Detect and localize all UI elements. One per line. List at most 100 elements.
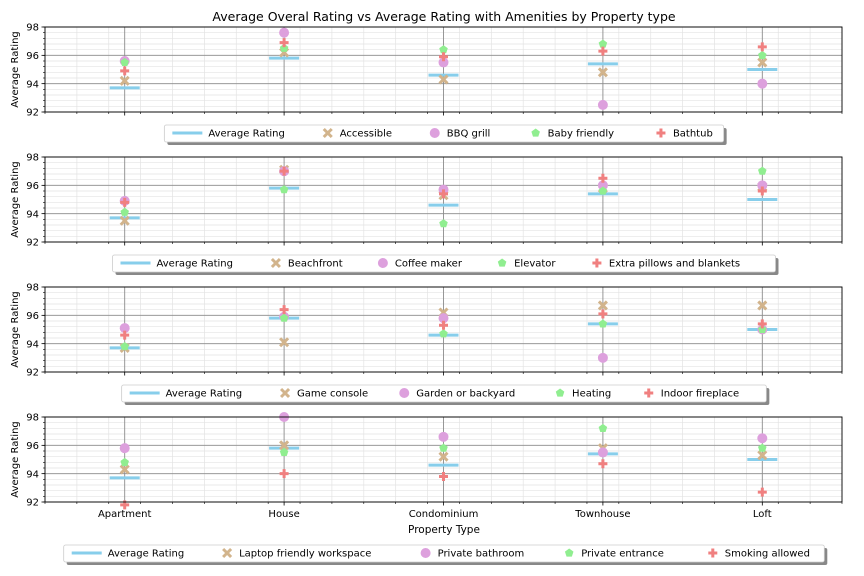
legend-box: [163, 124, 725, 143]
data-point: [120, 330, 130, 340]
legend-item: Heating: [555, 388, 611, 400]
panel-1: 92 94 96 98 Average Rating Average Rating Acce…: [10, 23, 843, 145]
panels-group: 92 94 96 98 Average Rating Average Rating Acce…: [10, 23, 843, 565]
data-point-shape: [438, 74, 449, 85]
panel-2: 92 94 96 98 Average Rating Average Rating Beac…: [10, 153, 843, 275]
legend-box: [63, 544, 825, 563]
data-point: [119, 75, 130, 86]
data-point-shape: [597, 300, 608, 311]
legend-item: Indoor fireplace: [644, 388, 739, 400]
data-point: [757, 42, 767, 52]
legend-label: Private bathroom: [438, 549, 525, 560]
legend-swatch: [564, 548, 574, 557]
legend-item: Beachfront: [270, 257, 343, 270]
legend-item: Extra pillows and blankets: [592, 258, 740, 270]
series-bathtub: [120, 38, 767, 76]
legend-swatch: [531, 128, 540, 137]
data-point: [120, 457, 129, 466]
data-point: [279, 305, 289, 315]
data-point-shape: [279, 337, 290, 348]
data-point: [597, 352, 608, 363]
legend-item: Game console: [279, 387, 368, 400]
data-point: [757, 186, 767, 196]
y-tick-label: 94: [26, 339, 39, 350]
legend-item: Average Rating: [172, 129, 285, 140]
y-axis-title: Average Rating: [10, 161, 21, 237]
legend-item: Private entrance: [564, 548, 664, 560]
data-point: [757, 450, 768, 461]
legend-swatch: [279, 387, 291, 399]
data-point: [119, 323, 130, 334]
data-point: [279, 185, 289, 194]
data-point: [438, 431, 449, 442]
legend-label: Game console: [297, 389, 368, 400]
data-point: [758, 443, 767, 452]
series-baby-friendly: [120, 39, 767, 67]
legend-item: Private bathroom: [420, 548, 525, 560]
data-point: [758, 50, 767, 59]
panel-3: 92 94 96 98 Average Rating Average Rating Game…: [10, 283, 843, 405]
data-point: [598, 39, 608, 48]
data-point: [757, 300, 768, 311]
data-point-shape: [597, 67, 608, 78]
y-tick-label: 96: [26, 51, 39, 62]
data-point: [597, 447, 608, 458]
series-elevator: [120, 166, 767, 228]
legend-swatch: [222, 547, 233, 559]
legend-label: Average Rating: [157, 259, 233, 270]
legend-label: Heating: [572, 389, 611, 400]
legend-item: BBQ grill: [429, 128, 491, 140]
y-tick-label: 94: [26, 469, 39, 480]
data-point: [119, 215, 130, 226]
data-point: [439, 219, 448, 228]
legend-item: Elevator: [497, 258, 556, 270]
legend-label: Private entrance: [581, 549, 664, 560]
data-point: [119, 464, 130, 475]
plot-frame: [44, 156, 843, 243]
y-axis-title: Average Rating: [10, 31, 21, 107]
data-point: [120, 197, 130, 207]
data-point: [757, 180, 768, 191]
data-point: [438, 313, 449, 324]
y-tick-label: 96: [26, 441, 39, 452]
panel-4: 92 94 96 98 Average Rating Apartment House Cond…: [10, 412, 843, 565]
x-tick-label: Loft: [753, 509, 772, 520]
data-point-shape: [757, 57, 768, 68]
legend-item: Smoking allowed: [708, 548, 810, 560]
legend-label: BBQ grill: [447, 129, 491, 140]
data-point: [439, 45, 448, 54]
data-point: [598, 186, 608, 195]
data-point-shape: [119, 464, 130, 475]
legend-label: Garden or backyard: [416, 389, 515, 400]
y-tick-label: 94: [26, 79, 39, 90]
legend-swatch: [656, 128, 666, 138]
x-axis-title: Property Type: [408, 524, 480, 536]
legend-swatch: [429, 128, 440, 138]
data-point: [757, 78, 768, 89]
legend-label: Elevator: [514, 259, 556, 270]
legend-swatch: [420, 548, 431, 558]
data-point: [120, 57, 129, 67]
series-private-bathroom: [119, 412, 768, 458]
data-point: [757, 433, 768, 444]
data-point: [757, 57, 768, 68]
data-point-shape: [757, 450, 768, 461]
data-point: [279, 43, 289, 52]
x-tick-label: Apartment: [98, 509, 152, 520]
y-tick-label: 98: [26, 153, 39, 164]
data-point: [279, 447, 289, 457]
plot-frame: [44, 26, 843, 113]
data-point: [757, 487, 767, 497]
y-axis-title: Average Rating: [10, 291, 21, 367]
legend: Average Rating Accessible BBQ grill Baby fr…: [163, 124, 727, 145]
data-point-shape: [279, 440, 290, 451]
legend-label: Beachfront: [288, 259, 343, 270]
data-point: [598, 319, 608, 328]
data-point: [598, 459, 608, 469]
data-point: [598, 423, 608, 432]
y-tick-label: 98: [26, 413, 39, 424]
legend-item: Baby friendly: [531, 128, 614, 140]
data-point: [120, 207, 129, 216]
